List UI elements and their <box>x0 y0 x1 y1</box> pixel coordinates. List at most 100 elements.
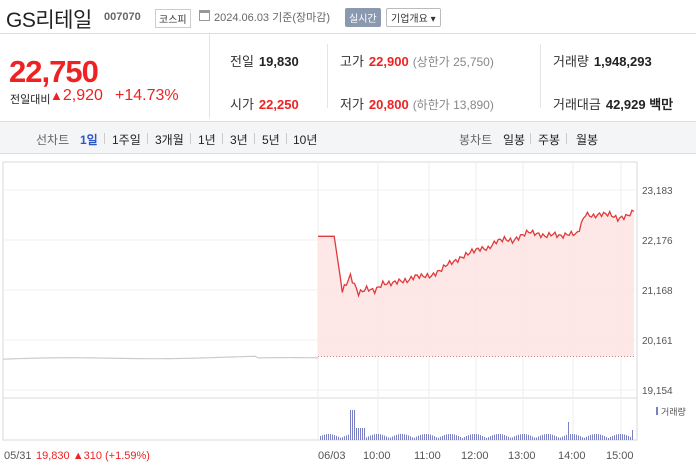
separator <box>286 133 287 144</box>
volume-bar <box>396 434 397 440</box>
volume-bar <box>476 434 477 440</box>
volume-bar <box>406 434 407 440</box>
period-1d[interactable]: 1일 <box>80 133 98 147</box>
stat-sub: (상한가 25,750) <box>412 55 494 69</box>
candle-weekly[interactable]: 주봉 <box>538 133 561 147</box>
volume-bar <box>556 436 557 440</box>
period-10y[interactable]: 10년 <box>293 133 318 147</box>
prev-day-summary: 19,830 ▲310 (+1.59%) <box>36 450 150 462</box>
today-area <box>318 210 634 357</box>
volume-bar <box>348 434 349 440</box>
volume-bar <box>444 435 445 440</box>
volume-bar <box>484 436 485 440</box>
volume-bar <box>518 434 519 440</box>
company-info-button[interactable]: 기업개요 ▾ <box>386 8 441 27</box>
volume-bar <box>604 436 605 440</box>
volume-bar <box>438 437 439 440</box>
prev-day-line <box>2 355 319 360</box>
diff-label: 전일대비 <box>10 94 51 106</box>
volume-bar <box>430 434 431 440</box>
volume-bar <box>510 437 511 440</box>
volume-bar <box>390 437 391 440</box>
volume-bar <box>340 437 341 440</box>
volume-bar <box>472 434 473 440</box>
line-chart-label: 선차트 <box>36 133 70 147</box>
volume-bar <box>322 435 323 440</box>
volume-bar <box>544 434 545 440</box>
period-1y[interactable]: 1년 <box>198 133 216 147</box>
separator <box>147 133 148 144</box>
candle-monthly[interactable]: 월봉 <box>576 133 599 147</box>
volume-bar <box>588 435 589 440</box>
y-tick-label: 22,176 <box>642 236 673 247</box>
volume-bar <box>606 437 607 440</box>
volume-bar <box>482 435 483 440</box>
volume-bar <box>436 437 437 440</box>
volume-bar <box>326 434 327 440</box>
price-chart[interactable]: 23,183 22,176 21,168 20,161 19,154 거래량 06/03 10… <box>0 160 696 468</box>
volume-bar <box>550 434 551 440</box>
volume-bar <box>324 434 325 440</box>
stock-name: GS리테일 <box>6 9 92 32</box>
calendar-icon <box>199 10 210 21</box>
volume-legend-swatch <box>656 407 658 415</box>
volume-bar <box>478 434 479 440</box>
stat-label: 전일 <box>230 54 254 69</box>
volume-bar <box>400 434 401 440</box>
volume-bar <box>504 434 505 440</box>
volume-bar <box>462 437 463 440</box>
volume-bar <box>388 437 389 440</box>
volume-bar <box>596 434 597 440</box>
volume-bar <box>590 435 591 440</box>
stat-label: 거래량 <box>553 54 589 69</box>
volume-bar <box>420 434 421 440</box>
period-5y[interactable]: 5년 <box>262 133 280 147</box>
stat-amount: 거래대금 42,929 백만 <box>553 94 673 113</box>
volume-bar <box>584 437 585 440</box>
x-tick-label: 06/03 <box>318 450 346 462</box>
y-tick-label: 19,154 <box>642 386 673 397</box>
stat-open: 시가 22,250 <box>230 94 299 113</box>
separator <box>104 133 105 144</box>
volume-bar <box>456 435 457 440</box>
realtime-button[interactable]: 실시간 <box>345 8 381 27</box>
x-tick-label: 10:00 <box>363 450 391 462</box>
stat-label: 시가 <box>230 97 254 112</box>
volume-bar <box>492 435 493 440</box>
volume-bar <box>404 434 405 440</box>
y-tick-label: 20,161 <box>642 336 673 347</box>
candle-daily[interactable]: 일봉 <box>503 133 526 147</box>
stock-code: 007070 <box>104 11 141 23</box>
x-tick-label: 14:00 <box>558 450 586 462</box>
volume-bar <box>468 435 469 440</box>
volume-bar <box>612 435 613 440</box>
volume-bar <box>362 428 363 440</box>
volume-bar <box>434 436 435 440</box>
volume-bar <box>624 434 625 440</box>
volume-bar <box>530 435 531 440</box>
volume-bar <box>576 434 577 440</box>
volume-bar <box>432 435 433 440</box>
period-3y[interactable]: 3년 <box>230 133 248 147</box>
volume-bar <box>330 434 331 440</box>
period-1w[interactable]: 1주일 <box>112 133 141 147</box>
volume-bar <box>346 435 347 440</box>
volume-bar <box>380 434 381 440</box>
volume-bar <box>460 436 461 440</box>
stat-sub: (하한가 13,890) <box>412 98 494 112</box>
volume-bar <box>360 428 361 440</box>
volume-bar <box>470 434 471 440</box>
volume-bar <box>378 434 379 440</box>
volume-bar <box>516 435 517 440</box>
volume-bar <box>338 436 339 440</box>
chart-canvas: 23,183 22,176 21,168 20,161 19,154 거래량 06/03 10… <box>2 161 686 462</box>
stat-label: 고가 <box>340 54 364 69</box>
volume-bar <box>422 434 423 440</box>
volume-bar <box>368 436 369 440</box>
period-3m[interactable]: 3개월 <box>155 133 184 147</box>
stat-label: 저가 <box>340 97 364 112</box>
volume-bar <box>598 434 599 440</box>
volume-bar <box>558 437 559 440</box>
x-tick-label: 13:00 <box>508 450 536 462</box>
volume-bar <box>358 428 359 440</box>
